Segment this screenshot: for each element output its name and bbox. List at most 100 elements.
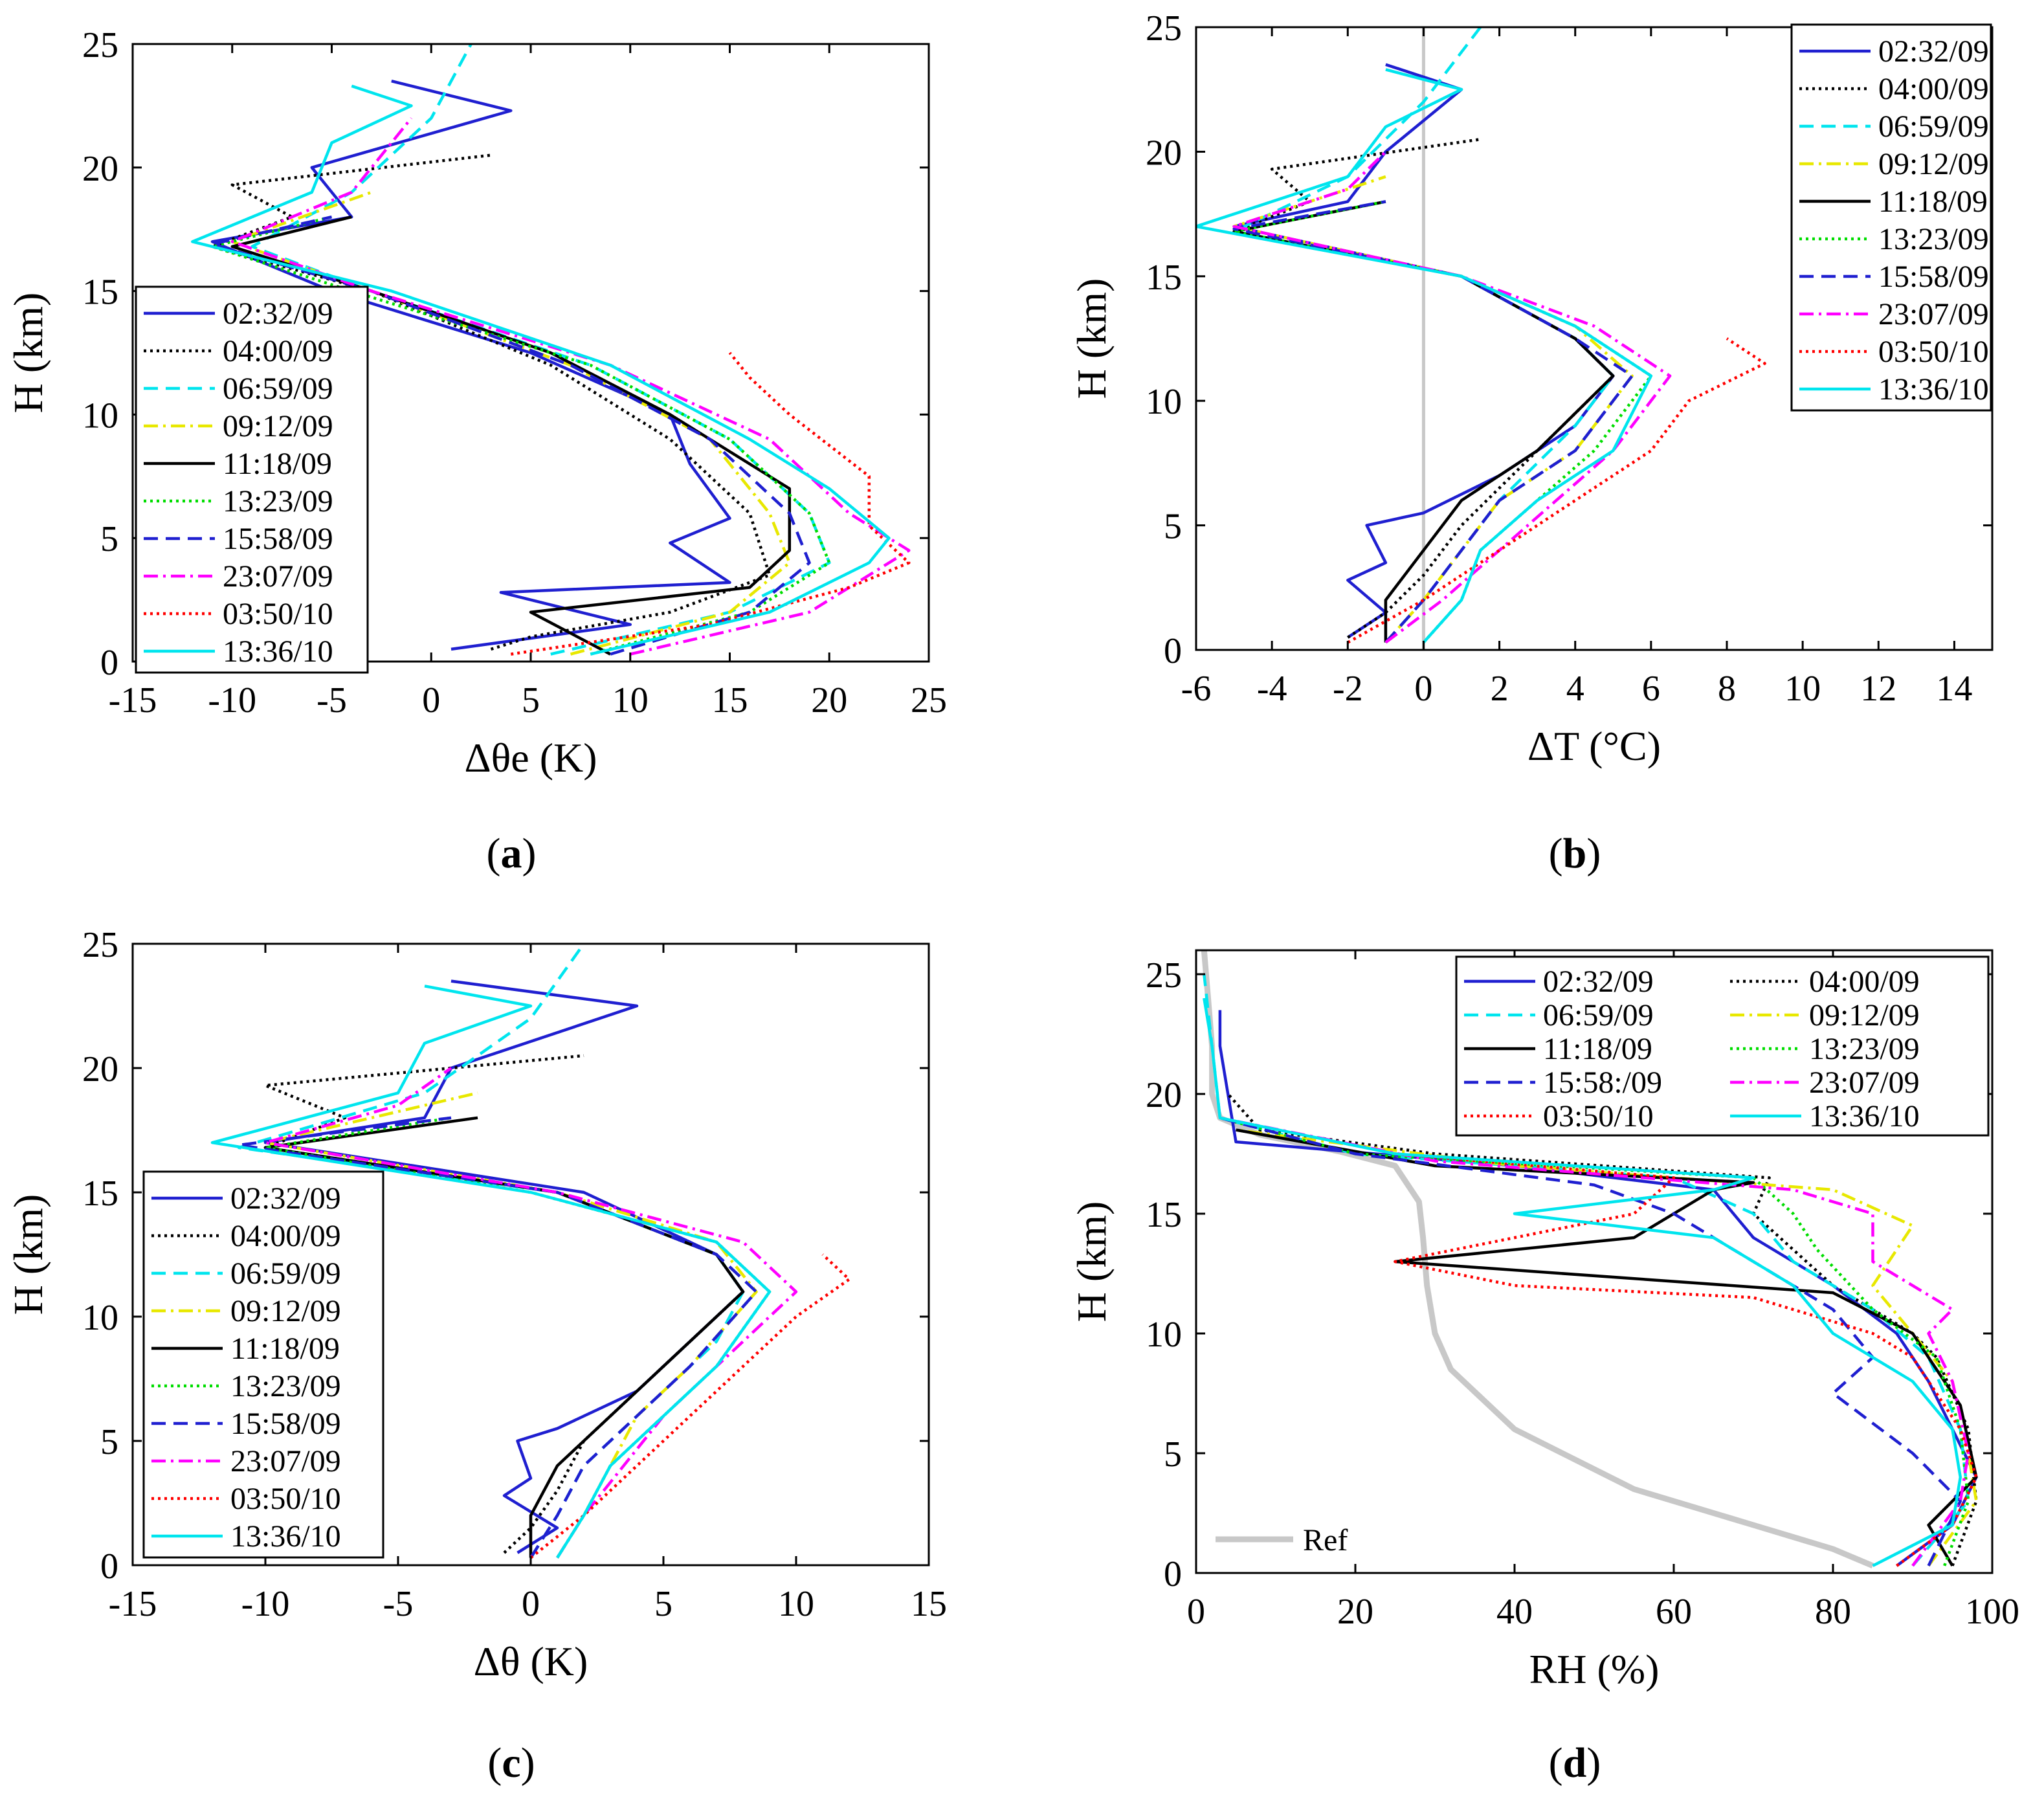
legend-label: 03:50/10 bbox=[223, 597, 333, 631]
x-tick-label: 10 bbox=[612, 680, 649, 720]
y-tick-label: 15 bbox=[82, 1174, 118, 1214]
x-tick-label: 0 bbox=[1414, 669, 1432, 709]
series-line-11-18-09 bbox=[263, 1116, 745, 1558]
y-tick-label: 25 bbox=[82, 925, 118, 965]
legend-label: 06:59/09 bbox=[223, 372, 333, 406]
legend-label: 02:32/09 bbox=[223, 296, 333, 331]
series-line-15-58-09 bbox=[1219, 1116, 1962, 1566]
legend: 02:32/0904:00/0906:59/0909:12/0911:18/09… bbox=[1790, 23, 1992, 412]
y-tick-label: 10 bbox=[1146, 382, 1182, 422]
y-axis-title: H (km) bbox=[5, 293, 51, 414]
series-line-13-36-10 bbox=[210, 985, 772, 1559]
series-line-03-50-10 bbox=[529, 1253, 851, 1559]
y-tick-label: 25 bbox=[1146, 8, 1182, 49]
legend-label: 11:18/09 bbox=[1878, 184, 1988, 219]
panel-label: (d) bbox=[1549, 1739, 1601, 1787]
y-tick-label: 20 bbox=[82, 1049, 118, 1089]
axes-frame bbox=[1195, 26, 1994, 651]
x-tick-label: 20 bbox=[811, 680, 847, 720]
y-tick-label: 25 bbox=[82, 25, 118, 65]
x-axis-title: RH (%) bbox=[1529, 1646, 1660, 1692]
x-tick-label: -15 bbox=[109, 1584, 157, 1624]
x-tick-label: 15 bbox=[911, 1584, 947, 1624]
x-tick-label: 25 bbox=[911, 680, 947, 720]
y-tick-label: 5 bbox=[100, 519, 118, 559]
legend-label: 03:50/10 bbox=[230, 1482, 341, 1516]
y-tick-label: 20 bbox=[1146, 1075, 1182, 1115]
legend-label: 09:12/09 bbox=[1809, 998, 1920, 1032]
x-tick-label: 5 bbox=[654, 1584, 672, 1624]
x-tick-label: 10 bbox=[778, 1584, 814, 1624]
legend-label: 13:23/09 bbox=[1809, 1032, 1920, 1066]
legend-label: 23:07/09 bbox=[1809, 1065, 1920, 1100]
x-axis-title: Δθe (K) bbox=[464, 735, 597, 781]
panel-label: (b) bbox=[1549, 830, 1601, 877]
legend-label: 02:32/09 bbox=[230, 1181, 341, 1216]
x-tick-label: 14 bbox=[1936, 669, 1972, 709]
panel-c: -15 -10 -5 0 5 10 15 0 5 10 15 20 25 Δθ (K) H (km) (c) 0… bbox=[5, 925, 947, 1787]
series-line-03-50-10 bbox=[1347, 337, 1766, 644]
series-line-13-36-10 bbox=[1196, 68, 1653, 644]
x-tick-label: 15 bbox=[712, 680, 748, 720]
x-axis-title: ΔT (°C) bbox=[1527, 723, 1661, 769]
legend-label: 13:23/09 bbox=[230, 1369, 341, 1403]
legend: 02:32/0904:00/0906:59/0909:12/0911:18/09… bbox=[135, 285, 369, 674]
x-tick-label: -5 bbox=[383, 1584, 414, 1624]
series-line-15-58-09 bbox=[237, 1116, 758, 1559]
legend-label: 11:18/09 bbox=[230, 1332, 340, 1366]
y-tick-label: 15 bbox=[82, 273, 118, 313]
panel-b: -6 -4 -2 0 2 4 6 8 10 12 14 0 5 10 15 20 25 ΔT (°C) H (km)… bbox=[1069, 8, 1994, 877]
axes-frame bbox=[1195, 949, 1994, 1574]
x-tick-label: 40 bbox=[1496, 1592, 1533, 1632]
x-tick-label: -6 bbox=[1181, 669, 1212, 709]
x-tick-label: -15 bbox=[109, 680, 157, 720]
panel-d: 0 20 40 60 80 100 0 5 10 15 20 25 RH (%) H (km) (d) 02:… bbox=[1069, 949, 2019, 1787]
legend-label: 23:07/09 bbox=[223, 559, 333, 594]
y-axis-title: H (km) bbox=[1069, 1201, 1115, 1322]
legend-label: 06:59/09 bbox=[1543, 998, 1654, 1032]
x-tick-label: -4 bbox=[1257, 669, 1287, 709]
x-tick-label: 0 bbox=[522, 1584, 540, 1624]
legend-label: 04:00/09 bbox=[223, 334, 333, 368]
legend-box bbox=[1790, 23, 1992, 412]
y-tick-label: 5 bbox=[100, 1422, 118, 1462]
panel-label: (a) bbox=[487, 830, 537, 877]
panel-a: -15 -10 -5 0 5 10 15 20 25 0 5 10 15 20 25 Δθe (K) H (km… bbox=[5, 25, 947, 877]
y-tick-label: 10 bbox=[82, 1298, 118, 1338]
series-line-13-36-10 bbox=[1203, 998, 1962, 1567]
legend-label: 13:23/09 bbox=[223, 484, 333, 518]
series-line-13-36-10 bbox=[191, 84, 891, 656]
legend-label: 13:36/10 bbox=[1878, 372, 1989, 407]
legend-label: 03:50/10 bbox=[1878, 335, 1989, 369]
legend-label: 13:36/10 bbox=[230, 1519, 341, 1554]
legend-label: 13:23/09 bbox=[1878, 222, 1989, 256]
legend-label: 03:50/10 bbox=[1543, 1099, 1654, 1133]
y-tick-label: 0 bbox=[1164, 631, 1182, 671]
legend-label: 15:58/09 bbox=[223, 522, 333, 556]
legend-label: 13:36/10 bbox=[1809, 1099, 1920, 1133]
legend-label: 06:59/09 bbox=[1878, 109, 1989, 144]
legend-label: 02:32/09 bbox=[1878, 34, 1989, 69]
legend-label: 13:36/10 bbox=[223, 634, 333, 669]
ref-legend-label: Ref bbox=[1303, 1523, 1348, 1557]
x-tick-label: -2 bbox=[1333, 669, 1363, 709]
x-tick-label: 8 bbox=[1718, 669, 1736, 709]
y-axis-title: H (km) bbox=[1069, 278, 1115, 399]
legend-label: 15:58/09 bbox=[230, 1407, 341, 1441]
x-axis-title: Δθ (K) bbox=[474, 1638, 588, 1684]
x-tick-label: 100 bbox=[1965, 1592, 2019, 1632]
legend-label: 11:18/09 bbox=[1543, 1032, 1652, 1066]
legend-label: 02:32/09 bbox=[1543, 964, 1654, 999]
y-tick-label: 10 bbox=[82, 396, 118, 436]
legend-label: 06:59/09 bbox=[230, 1256, 341, 1291]
legend-label: 23:07/09 bbox=[1878, 297, 1989, 331]
panel-label: (c) bbox=[487, 1739, 535, 1787]
series-line-23-07-09 bbox=[1232, 150, 1672, 644]
x-tick-label: -10 bbox=[208, 680, 256, 720]
series-line-23-07-09 bbox=[1219, 1116, 1970, 1567]
series-line-04-00-09 bbox=[210, 153, 772, 651]
legend-label: 04:00/09 bbox=[1878, 72, 1989, 106]
y-tick-label: 15 bbox=[1146, 258, 1182, 298]
x-tick-label: 4 bbox=[1566, 669, 1584, 709]
